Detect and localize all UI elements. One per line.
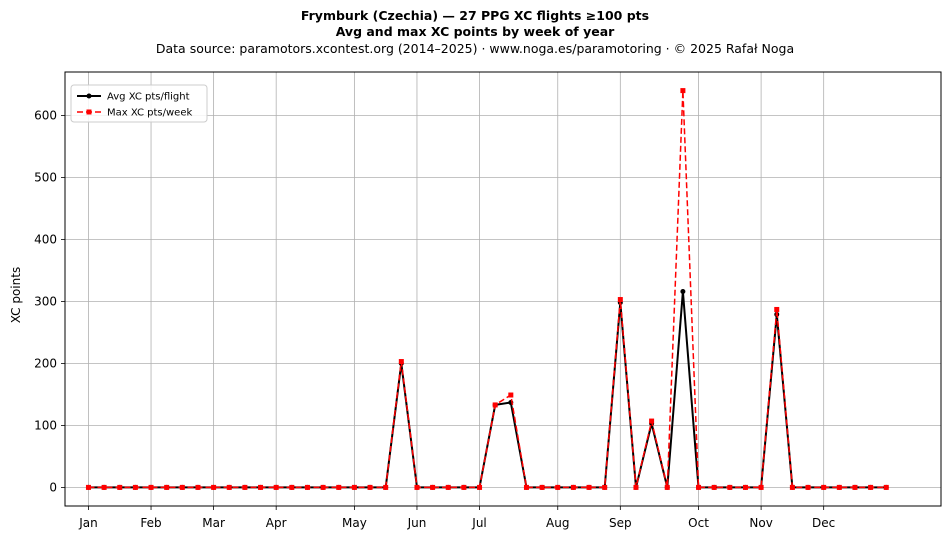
- series-max: [85, 88, 889, 490]
- data-point: [664, 484, 670, 490]
- data-point: [633, 484, 639, 490]
- y-tick-label: 200: [34, 356, 57, 370]
- series-avg: [85, 288, 889, 490]
- data-point: [117, 484, 123, 490]
- data-point: [821, 484, 827, 490]
- chart-subtitle: Avg and max XC points by week of year: [335, 24, 615, 39]
- data-point: [523, 484, 529, 490]
- data-point: [711, 484, 717, 490]
- x-tick-label: Aug: [546, 516, 569, 530]
- data-point: [258, 484, 264, 490]
- y-tick-label: 300: [34, 294, 57, 308]
- legend-marker: [86, 109, 92, 115]
- legend-label: Avg XC pts/flight: [107, 92, 190, 103]
- y-tick-label: 400: [34, 232, 57, 246]
- data-point: [148, 484, 154, 490]
- data-point: [304, 484, 310, 490]
- data-point: [273, 484, 279, 490]
- data-point: [508, 392, 514, 398]
- data-point: [742, 484, 748, 490]
- data-point: [586, 484, 592, 490]
- x-tick-label: Feb: [140, 516, 161, 530]
- chart-title: Frymburk (Czechia) — 27 PPG XC flights ≥…: [300, 8, 650, 23]
- x-tick-label: Sep: [609, 516, 632, 530]
- data-point: [539, 484, 545, 490]
- data-point: [414, 484, 420, 490]
- data-point: [680, 288, 686, 294]
- data-point: [351, 484, 357, 490]
- data-point: [164, 484, 170, 490]
- data-point: [101, 484, 107, 490]
- data-point: [242, 484, 248, 490]
- data-source-note: Data source: paramotors.xcontest.org (20…: [155, 41, 795, 56]
- y-tick-label: 0: [49, 480, 57, 494]
- data-point: [289, 484, 295, 490]
- legend-marker: [86, 93, 92, 99]
- legend-label: Max XC pts/week: [107, 108, 192, 119]
- x-tick-label: May: [342, 516, 367, 530]
- data-point: [492, 402, 498, 408]
- x-tick-label: Jul: [471, 516, 486, 530]
- data-point: [430, 484, 436, 490]
- axes: Jan Feb Mar Apr May Jun Jul Aug Sep Oct Nov Dec 0 100…: [34, 108, 835, 530]
- data-point: [398, 359, 404, 365]
- x-tick-label: Mar: [202, 516, 225, 530]
- data-point: [805, 484, 811, 490]
- data-point: [226, 484, 232, 490]
- data-point: [85, 484, 91, 490]
- data-point: [836, 484, 842, 490]
- series-line: [88, 90, 887, 489]
- x-tick-label: Apr: [266, 516, 287, 530]
- data-point: [602, 484, 608, 490]
- legend: Avg XC pts/flight Max XC pts/week: [70, 84, 208, 123]
- y-tick-label: 500: [34, 170, 57, 184]
- data-point: [570, 484, 576, 490]
- series-line: [88, 291, 887, 489]
- data-point: [179, 484, 185, 490]
- data-point: [555, 484, 561, 490]
- data-point: [336, 484, 342, 490]
- data-point: [445, 484, 451, 490]
- y-tick-label: 100: [34, 418, 57, 432]
- x-tick-label: Oct: [688, 516, 709, 530]
- series-layer: [85, 88, 889, 490]
- x-tick-label: Dec: [812, 516, 835, 530]
- data-point: [649, 418, 655, 424]
- data-point: [477, 484, 483, 490]
- data-point: [383, 484, 389, 490]
- x-tick-label: Jun: [407, 516, 427, 530]
- data-point: [195, 484, 201, 490]
- data-point: [461, 484, 467, 490]
- data-point: [868, 484, 874, 490]
- data-point: [367, 484, 373, 490]
- data-point: [132, 484, 138, 490]
- x-tick-label: Nov: [749, 516, 772, 530]
- data-point: [727, 484, 733, 490]
- data-point: [774, 306, 780, 312]
- legend-box: [70, 84, 208, 123]
- data-point: [852, 484, 858, 490]
- chart-titles: Frymburk (Czechia) — 27 PPG XC flights ≥…: [0, 8, 950, 58]
- data-point: [758, 484, 764, 490]
- data-point: [696, 484, 702, 490]
- data-point: [789, 484, 795, 490]
- data-point: [211, 484, 217, 490]
- data-point: [617, 297, 623, 303]
- x-tick-label: Jan: [78, 516, 98, 530]
- data-point: [883, 484, 889, 490]
- y-tick-label: 600: [34, 108, 57, 122]
- grid: [65, 72, 941, 506]
- data-point: [320, 484, 326, 490]
- data-point: [680, 88, 686, 94]
- plot-frame: [64, 71, 942, 507]
- y-axis-label: XC points: [9, 267, 23, 323]
